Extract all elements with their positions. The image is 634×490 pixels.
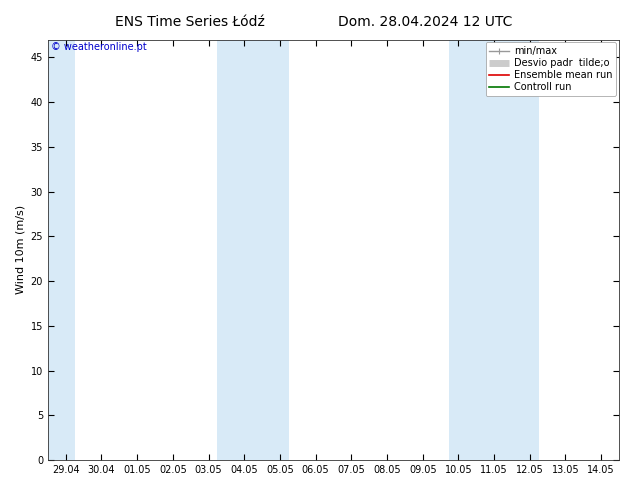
- Text: ENS Time Series Łódź: ENS Time Series Łódź: [115, 15, 265, 29]
- Bar: [217, 40, 289, 460]
- Bar: [450, 40, 539, 460]
- Text: Dom. 28.04.2024 12 UTC: Dom. 28.04.2024 12 UTC: [337, 15, 512, 29]
- Y-axis label: Wind 10m (m/s): Wind 10m (m/s): [15, 205, 25, 294]
- Text: © weatheronline.pt: © weatheronline.pt: [51, 42, 146, 51]
- Legend: min/max, Desvio padr  tilde;o, Ensemble mean run, Controll run: min/max, Desvio padr tilde;o, Ensemble m…: [486, 43, 616, 96]
- Bar: [48, 40, 75, 460]
